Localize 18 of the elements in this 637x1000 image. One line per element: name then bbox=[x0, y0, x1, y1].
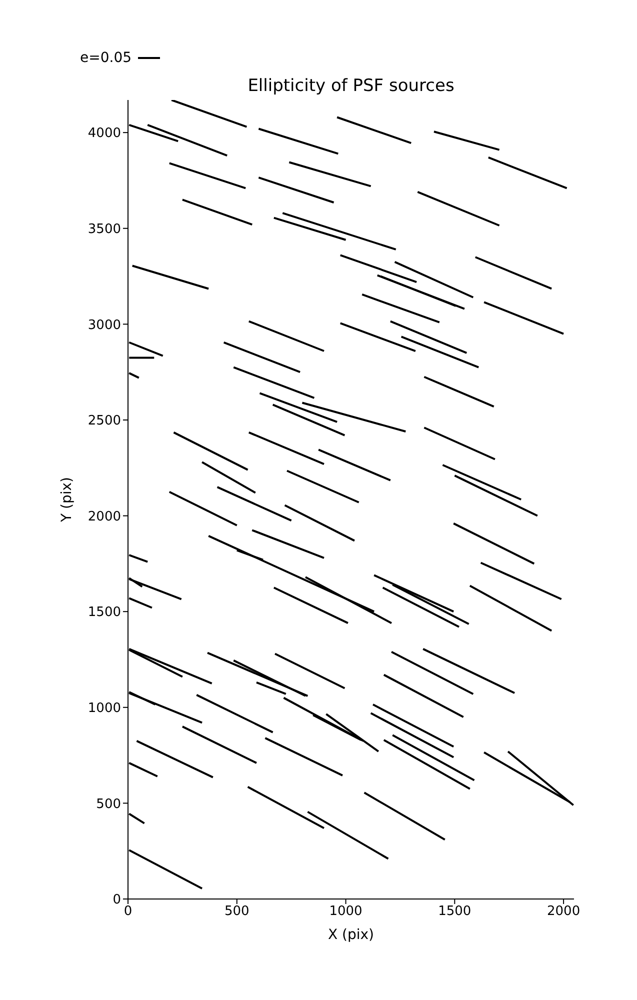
x-axis-title: X (pix) bbox=[328, 927, 374, 943]
x-tick-label: 500 bbox=[224, 904, 250, 920]
y-tick-label: 0 bbox=[112, 892, 121, 908]
chart-title: Ellipticity of PSF sources bbox=[246, 76, 456, 96]
x-tick-label: 0 bbox=[124, 904, 132, 920]
y-tick-label: 3500 bbox=[88, 222, 121, 237]
y-tick-label: 500 bbox=[96, 796, 121, 812]
y-tick-label: 1000 bbox=[88, 701, 121, 716]
y-tick-label: 2000 bbox=[88, 509, 121, 524]
y-axis-title: Y (pix) bbox=[58, 477, 75, 523]
x-tick-label: 1500 bbox=[438, 904, 472, 920]
y-tick-label: 2500 bbox=[88, 414, 121, 429]
y-tick-label: 3000 bbox=[88, 318, 121, 333]
x-tick-label: 2000 bbox=[547, 904, 580, 920]
y-tick-label: 4000 bbox=[88, 126, 121, 142]
x-tick-label: 1000 bbox=[329, 904, 362, 920]
y-tick-label: 1500 bbox=[88, 605, 121, 620]
text: e=0.05 bbox=[80, 50, 132, 66]
